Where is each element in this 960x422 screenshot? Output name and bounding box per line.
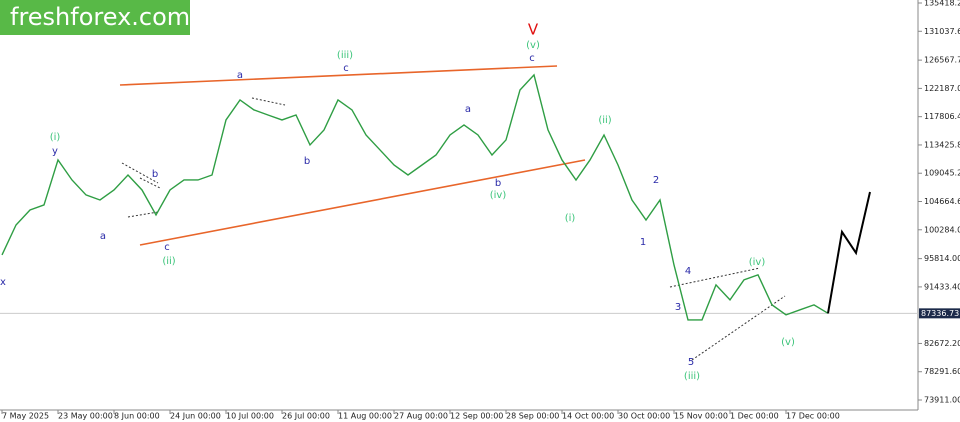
x-tick-label: 11 Aug 00:00 <box>338 412 392 421</box>
y-tick-label: 82672.20 <box>924 339 960 348</box>
last-price-box <box>919 308 960 319</box>
wave-label: 2 <box>653 175 659 186</box>
x-tick-label: 30 Oct 00:00 <box>618 412 670 421</box>
y-tick-label: 104664.60 <box>924 197 960 206</box>
x-tick-label: 27 Aug 00:00 <box>394 412 448 421</box>
wave-label: c <box>164 242 170 253</box>
wave-label: (i) <box>565 213 576 224</box>
wave-label: a <box>237 70 243 81</box>
y-tick-label: 117806.40 <box>924 112 960 121</box>
wave-label: x <box>0 277 6 288</box>
wave-label: b <box>304 156 310 167</box>
y-tick-label: 91433.40 <box>924 282 960 291</box>
x-tick-label: 26 Jul 00:00 <box>282 412 330 421</box>
wave-label: (v) <box>526 40 540 51</box>
y-tick-label: 78291.60 <box>924 367 960 376</box>
x-tick-label: 23 May 00:00 <box>58 412 113 421</box>
y-tick-label: 109045.20 <box>924 169 960 178</box>
last-price-label: 87336.73 <box>921 309 959 318</box>
y-tick-label: 122187.00 <box>924 84 960 93</box>
y-tick-label: 73911.00 <box>924 396 960 405</box>
wave-label: a <box>465 104 471 115</box>
x-tick-label: 28 Sep 00:00 <box>506 412 559 421</box>
logo: freshforex.com <box>10 3 190 31</box>
trend-line <box>139 159 586 246</box>
wave-label: 4 <box>685 266 691 277</box>
trend-line <box>119 65 558 86</box>
x-tick-label: 24 Jun 00:00 <box>170 412 221 421</box>
logo-box <box>0 0 190 35</box>
y-tick-label: 126567.70 <box>924 56 960 65</box>
y-tick-label: 100284.00 <box>924 225 960 234</box>
wave-label: c <box>343 63 349 74</box>
wave-label: y <box>52 146 58 157</box>
wave-label: (ii) <box>162 256 175 267</box>
x-tick-label: 1 Dec 00:00 <box>730 412 779 421</box>
wave-label: c <box>529 53 535 64</box>
wave-label: a <box>100 231 106 242</box>
triangle-line <box>251 97 786 361</box>
wave-label: V <box>528 21 539 39</box>
wave-label: (iii) <box>684 371 700 382</box>
y-tick-label: 135418.20 <box>924 0 960 8</box>
wave-label: (iv) <box>749 257 766 268</box>
x-tick-label: 10 Jul 00:00 <box>226 412 274 421</box>
y-tick-label: 113425.80 <box>924 140 960 149</box>
wave-label: (v) <box>781 337 795 348</box>
wave-label: 3 <box>675 302 681 313</box>
y-tick-label: 95814.00 <box>924 254 960 263</box>
wave-label: (ii) <box>598 115 611 126</box>
price-line <box>827 191 871 314</box>
x-tick-label: 7 May 2025 <box>2 412 49 421</box>
x-tick-label: 17 Dec 00:00 <box>786 412 840 421</box>
wave-label: b <box>152 169 158 180</box>
wave-label: (iii) <box>337 50 353 61</box>
wave-label: 5 <box>688 357 694 368</box>
price-line <box>1 73 829 321</box>
triangle-line <box>121 162 161 218</box>
wave-label: (i) <box>50 132 61 143</box>
x-tick-label: 14 Oct 00:00 <box>562 412 614 421</box>
x-tick-label: 8 Jun 00:00 <box>114 412 160 421</box>
wave-label: 1 <box>640 237 646 248</box>
y-tick-label: 131037.60 <box>924 27 960 36</box>
x-tick-label: 12 Sep 00:00 <box>450 412 503 421</box>
wave-label: b <box>495 178 501 189</box>
wave-label: (iv) <box>490 190 507 201</box>
x-tick-label: 15 Nov 00:00 <box>674 412 728 421</box>
